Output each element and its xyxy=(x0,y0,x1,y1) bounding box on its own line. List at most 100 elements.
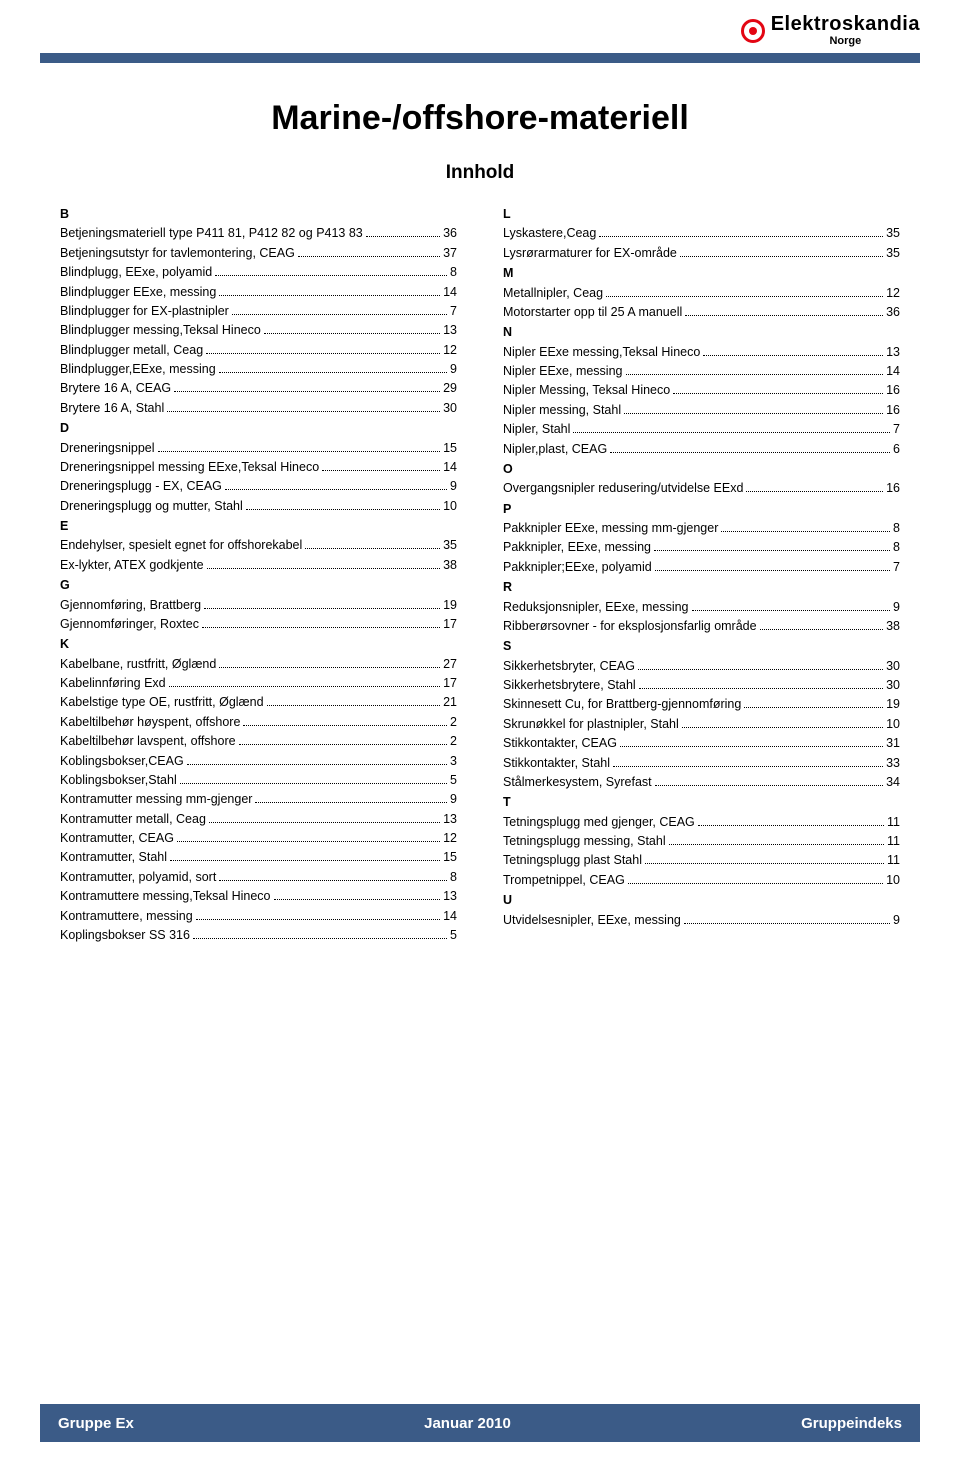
toc-leader-dots xyxy=(620,746,883,747)
toc-row: Kabeltilbehør høyspent, offshore2 xyxy=(60,713,457,732)
toc-row: Koplingsbokser SS 3165 xyxy=(60,926,457,945)
toc-row: Kontramutter messing mm-gjenger9 xyxy=(60,790,457,809)
toc-leader-dots xyxy=(219,880,447,881)
toc-page-number: 10 xyxy=(886,715,900,734)
toc-page-number: 5 xyxy=(450,926,457,945)
toc-page-number: 12 xyxy=(886,284,900,303)
toc-row: Overgangsnipler redusering/utvidelse EEx… xyxy=(503,479,900,498)
toc-row: Nipler Messing, Teksal Hineco16 xyxy=(503,381,900,400)
toc-leader-dots xyxy=(187,764,447,765)
toc-section-letter: G xyxy=(60,576,457,595)
toc-page-number: 6 xyxy=(893,440,900,459)
toc-label: Skrunøkkel for plastnipler, Stahl xyxy=(503,715,679,734)
toc-row: Tetningsplugg plast Stahl11 xyxy=(503,851,900,870)
toc-page-number: 36 xyxy=(443,224,457,243)
toc-page-number: 8 xyxy=(450,263,457,282)
toc-page-number: 13 xyxy=(443,321,457,340)
toc-page-number: 9 xyxy=(450,477,457,496)
toc-row: Gjennomføring, Brattberg19 xyxy=(60,596,457,615)
toc-page-number: 13 xyxy=(443,887,457,906)
toc-row: Blindplugg, EExe, polyamid 8 xyxy=(60,263,457,282)
toc-section-letter: T xyxy=(503,793,900,812)
toc-label: Stålmerkesystem, Syrefast xyxy=(503,773,652,792)
toc-content: BBetjeningsmateriell type P411 81, P412 … xyxy=(0,184,960,1404)
toc-page-number: 13 xyxy=(886,343,900,362)
brand-subtitle: Norge xyxy=(829,36,861,47)
toc-leader-dots xyxy=(721,531,890,532)
toc-page-number: 30 xyxy=(443,399,457,418)
toc-leader-dots xyxy=(255,802,447,803)
page-title: Marine-/offshore-materiell xyxy=(0,99,960,138)
toc-label: Pakknipler;EExe, polyamid xyxy=(503,558,652,577)
toc-page-number: 8 xyxy=(893,519,900,538)
toc-label: Utvidelsesnipler, EExe, messing xyxy=(503,911,681,930)
toc-label: Pakknipler, EExe, messing xyxy=(503,538,651,557)
toc-label: Stikkontakter, Stahl xyxy=(503,754,610,773)
toc-page-number: 12 xyxy=(443,829,457,848)
toc-row: Kabelstige type OE, rustfritt, Øglænd21 xyxy=(60,693,457,712)
toc-row: Gjennomføringer, Roxtec17 xyxy=(60,615,457,634)
toc-leader-dots xyxy=(698,825,884,826)
toc-row: Nipler, Stahl7 xyxy=(503,420,900,439)
toc-page-number: 15 xyxy=(443,439,457,458)
toc-leader-dots xyxy=(613,766,883,767)
page: Elektroskandia Norge Marine-/offshore-ma… xyxy=(0,0,960,1470)
toc-leader-dots xyxy=(573,432,890,433)
toc-row: Dreneringsplugg - EX, CEAG9 xyxy=(60,477,457,496)
toc-column-right: LLyskastere,Ceag35Lysrørarmaturer for EX… xyxy=(503,204,900,1404)
toc-section-letter: S xyxy=(503,637,900,656)
toc-leader-dots xyxy=(669,844,884,845)
toc-page-number: 3 xyxy=(450,752,457,771)
toc-row: Skinnesett Cu, for Brattberg-gjennomføri… xyxy=(503,695,900,714)
toc-row: Nipler,plast, CEAG6 xyxy=(503,440,900,459)
brand-name: Elektroskandia xyxy=(771,14,920,34)
toc-row: Kontramutter metall, Ceag13 xyxy=(60,810,457,829)
toc-row: Brytere 16 A, CEAG29 xyxy=(60,379,457,398)
toc-leader-dots xyxy=(219,372,447,373)
toc-page-number: 38 xyxy=(443,556,457,575)
toc-row: Lyskastere,Ceag35 xyxy=(503,224,900,243)
toc-row: Dreneringsnippel15 xyxy=(60,439,457,458)
toc-page-number: 12 xyxy=(443,341,457,360)
toc-leader-dots xyxy=(626,374,884,375)
toc-page-number: 27 xyxy=(443,655,457,674)
toc-row: Koblingsbokser,Stahl5 xyxy=(60,771,457,790)
toc-leader-dots xyxy=(170,860,440,861)
toc-row: Kontramuttere messing,Teksal Hineco13 xyxy=(60,887,457,906)
toc-label: Nipler EExe, messing xyxy=(503,362,623,381)
toc-page-number: 8 xyxy=(450,868,457,887)
toc-label: Kabelinnføring Exd xyxy=(60,674,166,693)
toc-leader-dots xyxy=(639,688,883,689)
toc-row: Kabelinnføring Exd17 xyxy=(60,674,457,693)
toc-label: Kontramutter messing mm-gjenger xyxy=(60,790,252,809)
toc-page-number: 11 xyxy=(887,813,900,832)
toc-label: Dreneringsplugg og mutter, Stahl xyxy=(60,497,243,516)
toc-section-letter: O xyxy=(503,460,900,479)
toc-section-letter: P xyxy=(503,500,900,519)
toc-leader-dots xyxy=(207,568,441,569)
toc-page-number: 31 xyxy=(886,734,900,753)
toc-section-letter: N xyxy=(503,323,900,342)
toc-page-number: 2 xyxy=(450,713,457,732)
toc-label: Kontramutter, polyamid, sort xyxy=(60,868,216,887)
toc-page-number: 21 xyxy=(443,693,457,712)
toc-page-number: 9 xyxy=(893,911,900,930)
toc-page-number: 11 xyxy=(887,851,900,870)
toc-row: Metallnipler, Ceag12 xyxy=(503,284,900,303)
toc-label: Blindplugg, EExe, polyamid xyxy=(60,263,212,282)
toc-page-number: 34 xyxy=(886,773,900,792)
toc-label: Lysrørarmaturer for EX-område xyxy=(503,244,677,263)
toc-label: Nipler, Stahl xyxy=(503,420,570,439)
toc-page-number: 38 xyxy=(886,617,900,636)
toc-section-letter: B xyxy=(60,205,457,224)
toc-label: Nipler EExe messing,Teksal Hineco xyxy=(503,343,700,362)
brand-logo-icon xyxy=(741,19,765,43)
toc-leader-dots xyxy=(174,391,440,392)
toc-leader-dots xyxy=(682,727,883,728)
footer-center: Januar 2010 xyxy=(424,1415,511,1432)
toc-column-left: BBetjeningsmateriell type P411 81, P412 … xyxy=(60,204,457,1404)
toc-row: Dreneringsplugg og mutter, Stahl10 xyxy=(60,497,457,516)
toc-leader-dots xyxy=(206,353,440,354)
toc-row: Dreneringsnippel messing EExe,Teksal Hin… xyxy=(60,458,457,477)
toc-section-letter: E xyxy=(60,517,457,536)
